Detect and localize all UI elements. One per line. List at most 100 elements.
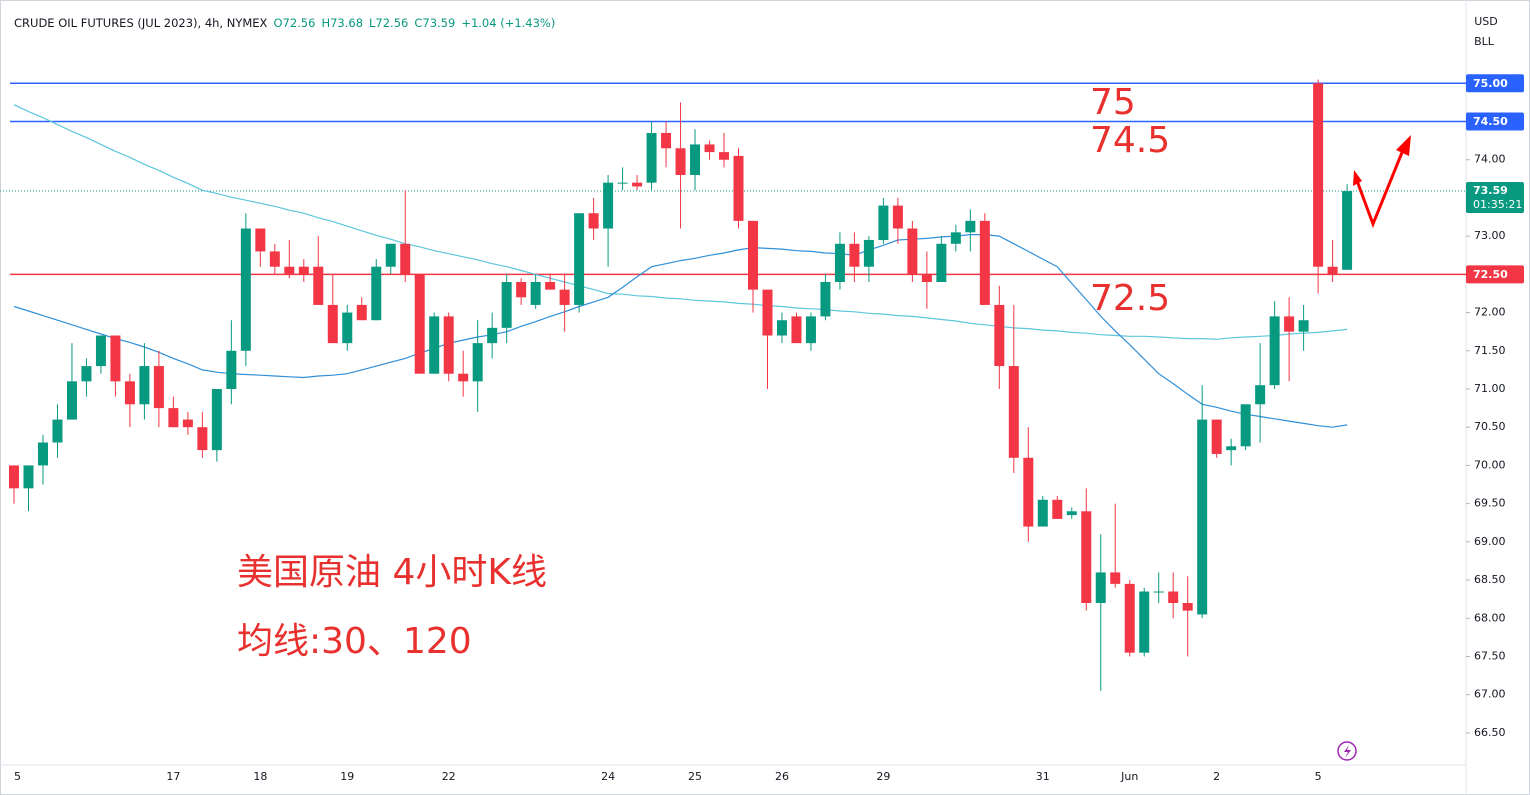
annotation: 74.5 bbox=[1090, 120, 1170, 161]
candle-body bbox=[820, 282, 831, 317]
candle-body bbox=[1124, 583, 1135, 653]
candle-body bbox=[110, 335, 121, 382]
candle-body bbox=[936, 243, 947, 283]
x-tick-label: 29 bbox=[876, 770, 890, 783]
candle-body bbox=[385, 243, 396, 267]
x-tick-label: 25 bbox=[688, 770, 702, 783]
candle-body bbox=[950, 232, 961, 244]
y-tick-label: 73.00 bbox=[1474, 229, 1506, 242]
candle-body bbox=[9, 465, 19, 489]
candle-body bbox=[1211, 419, 1222, 454]
candle-body bbox=[1284, 316, 1295, 332]
ohlc-low: L72.56 bbox=[369, 16, 409, 30]
candle-body bbox=[863, 239, 874, 267]
candle-body bbox=[791, 316, 802, 344]
candle-body bbox=[661, 132, 672, 149]
candle-body bbox=[95, 335, 106, 367]
candle-body bbox=[269, 251, 280, 267]
candle-body bbox=[516, 282, 527, 298]
candle-body bbox=[849, 243, 860, 267]
candle-body bbox=[979, 220, 990, 305]
countdown-label: 01:35:21 bbox=[1473, 198, 1522, 211]
candle-body bbox=[1226, 446, 1237, 451]
candle-body bbox=[284, 266, 295, 275]
candle-body bbox=[1008, 366, 1019, 458]
candle-body bbox=[994, 304, 1005, 367]
y-tick-label: 70.00 bbox=[1474, 458, 1506, 471]
annotations: 75 74.5 72.5 美国原油 4小时K线 均线:30、120 bbox=[237, 82, 1170, 662]
candle-body bbox=[1240, 404, 1251, 447]
lightning-icon[interactable] bbox=[1337, 741, 1357, 761]
x-tick-label: 5 bbox=[14, 770, 21, 783]
candle-body bbox=[1081, 511, 1092, 603]
arrow-line bbox=[1354, 149, 1405, 229]
y-tick-label: 72.00 bbox=[1474, 306, 1506, 319]
y-tick-label: 69.50 bbox=[1474, 497, 1506, 510]
moving-average bbox=[13, 104, 1348, 340]
candle-body bbox=[1168, 591, 1179, 603]
candle-body bbox=[747, 220, 758, 290]
candle-body bbox=[472, 343, 483, 382]
x-tick-label: 2 bbox=[1213, 770, 1220, 783]
y-tick-label: 74.00 bbox=[1474, 153, 1506, 166]
candle-body bbox=[1066, 511, 1077, 516]
candle-body bbox=[1052, 499, 1063, 519]
price-tag-label: 75.00 bbox=[1473, 77, 1508, 90]
candle-body bbox=[443, 316, 454, 374]
candle-body bbox=[965, 220, 976, 233]
y-tick-label: 71.50 bbox=[1474, 344, 1506, 357]
candle-body bbox=[240, 228, 251, 351]
candle-body bbox=[907, 228, 918, 275]
y-tick-label: 67.00 bbox=[1474, 688, 1506, 701]
candle-body bbox=[197, 427, 208, 451]
x-tick-label: 19 bbox=[340, 770, 354, 783]
candle-body bbox=[327, 304, 338, 344]
x-tick-label: Jun bbox=[1120, 770, 1138, 783]
candle-body bbox=[704, 144, 715, 153]
candle-body bbox=[690, 144, 701, 176]
y-tick-label: 68.00 bbox=[1474, 611, 1506, 624]
candle-body bbox=[501, 282, 512, 328]
price-tag bbox=[1466, 74, 1524, 93]
icon-bolt[interactable] bbox=[1344, 745, 1351, 758]
annotation: 75 bbox=[1090, 82, 1136, 123]
candle-body bbox=[530, 282, 541, 305]
y-tick-label: 67.50 bbox=[1474, 649, 1506, 662]
x-tick-label: 22 bbox=[442, 770, 456, 783]
candle-body bbox=[646, 132, 657, 183]
candle-body bbox=[1313, 83, 1324, 267]
candle-body bbox=[1269, 316, 1280, 386]
price-tag-label: 74.50 bbox=[1473, 115, 1508, 128]
candle-body bbox=[574, 213, 585, 305]
price-tag-label: 72.50 bbox=[1473, 268, 1508, 281]
ohlc-high: H73.68 bbox=[321, 16, 364, 30]
candle-body bbox=[733, 155, 744, 221]
x-tick-label: 17 bbox=[166, 770, 180, 783]
ohlc-open: O72.56 bbox=[273, 16, 316, 30]
y-tick-label: 69.00 bbox=[1474, 535, 1506, 548]
candle-body bbox=[182, 419, 193, 428]
candle-body bbox=[139, 366, 150, 405]
y-tick-label: 70.50 bbox=[1474, 420, 1506, 433]
candle-body bbox=[400, 243, 411, 275]
annotation: 均线:30、120 bbox=[237, 621, 472, 662]
legend-header: CRUDE OIL FUTURES (JUL 2023), 4h, NYMEX … bbox=[14, 16, 555, 30]
last-price-label: 73.59 bbox=[1473, 184, 1508, 197]
candle-body bbox=[342, 312, 353, 344]
x-tick-label: 26 bbox=[775, 770, 789, 783]
price-tag bbox=[1466, 112, 1524, 131]
candle-body bbox=[805, 316, 816, 344]
arrow-tail bbox=[1353, 170, 1362, 186]
candle-body bbox=[1037, 499, 1048, 527]
candle-body bbox=[878, 205, 889, 240]
x-tick-label: 5 bbox=[1315, 770, 1322, 783]
plot bbox=[0, 79, 1466, 691]
icon-circle[interactable] bbox=[1337, 741, 1357, 761]
candle-body bbox=[226, 350, 237, 389]
annotation: 72.5 bbox=[1090, 278, 1170, 319]
candle-body bbox=[168, 408, 179, 428]
symbol-title: CRUDE OIL FUTURES (JUL 2023), 4h, NYMEX bbox=[14, 16, 268, 30]
